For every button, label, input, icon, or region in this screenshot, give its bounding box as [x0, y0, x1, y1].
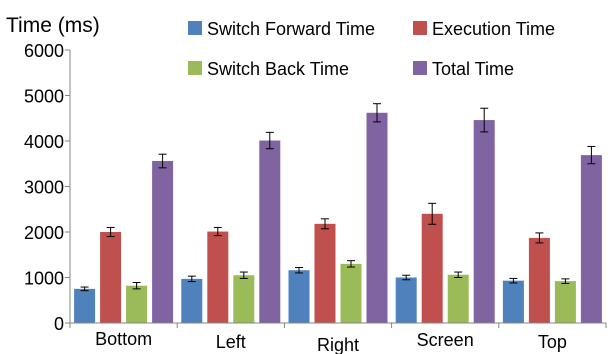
- bar: [288, 270, 310, 323]
- bar: [233, 275, 255, 323]
- legend-label: Total Time: [432, 59, 514, 79]
- x-tick-label: Screen: [417, 330, 474, 350]
- legend-swatch: [188, 21, 202, 35]
- legend: Switch Forward Time Execution Time Switch …: [188, 19, 555, 79]
- bar: [421, 213, 443, 323]
- legend-label: Execution Time: [432, 19, 555, 39]
- legend-label: Switch Forward Time: [207, 19, 375, 39]
- legend-swatch: [188, 61, 202, 75]
- y-tick-label: 3000: [24, 178, 64, 198]
- bar: [259, 140, 281, 323]
- bar: [395, 277, 417, 323]
- x-tick-label: Bottom: [95, 329, 152, 349]
- legend-swatch: [413, 21, 427, 35]
- bar: [366, 112, 388, 323]
- y-axis-ticks: 0 1000 2000 3000 4000 5000 6000: [24, 41, 70, 334]
- bar: [207, 231, 229, 323]
- x-tick-label: Right: [317, 335, 359, 354]
- bar: [314, 223, 336, 323]
- y-tick-label: 5000: [24, 87, 64, 107]
- bar: [528, 237, 550, 323]
- y-tick-label: 0: [54, 314, 64, 334]
- bar: [502, 280, 524, 323]
- y-tick-label: 6000: [24, 41, 64, 61]
- bar: [580, 155, 602, 323]
- bar: [473, 120, 495, 323]
- y-axis-title: Time (ms): [6, 14, 100, 37]
- bar: [100, 232, 122, 323]
- bar: [126, 285, 148, 323]
- bar: [554, 281, 576, 323]
- error-bars: [80, 103, 596, 292]
- bar: [340, 263, 362, 323]
- x-tick-label: Top: [538, 332, 567, 352]
- y-tick-label: 1000: [24, 269, 64, 289]
- legend-label: Switch Back Time: [207, 59, 349, 79]
- bar: [447, 274, 469, 323]
- x-axis-ticks: Bottom Left Right Screen Top: [69, 323, 607, 354]
- y-tick-label: 4000: [24, 132, 64, 152]
- legend-swatch: [413, 61, 427, 75]
- bar: [152, 161, 174, 323]
- x-tick-label: Left: [216, 332, 246, 352]
- y-tick-label: 2000: [24, 223, 64, 243]
- bars: [74, 112, 602, 323]
- bar: [181, 278, 203, 323]
- bar: [74, 288, 96, 323]
- axes: [69, 50, 606, 324]
